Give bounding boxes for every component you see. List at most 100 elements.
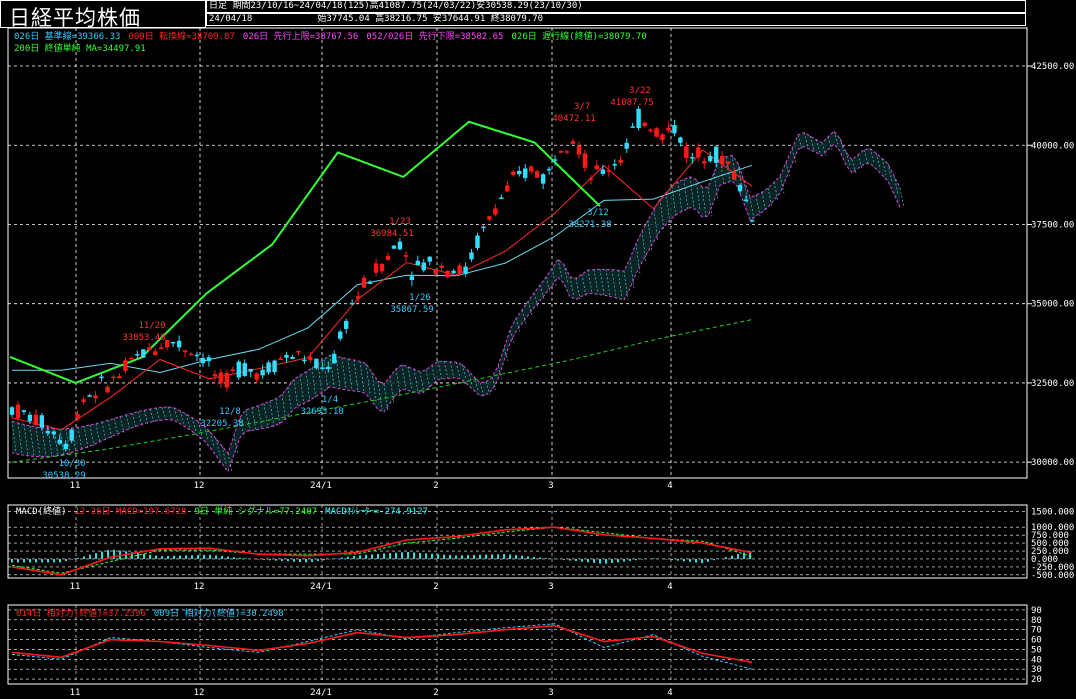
candle-body [552, 159, 558, 161]
cloud-hatch [125, 414, 131, 431]
cloud-hatch [371, 372, 377, 402]
candle-body [469, 252, 474, 260]
cloud-hatch [689, 176, 695, 208]
candle-body [158, 347, 164, 350]
cloud-hatch [275, 398, 281, 426]
candle-body [457, 265, 462, 274]
candle-body [708, 156, 713, 162]
candle-body [63, 443, 68, 450]
cloud-hatch [647, 220, 653, 252]
cloud-hatch [803, 132, 809, 147]
cloud-hatch [455, 362, 461, 378]
candle-body [21, 410, 27, 412]
header-ohlc-row: 24/04/18 始37745.04 高38216.75 安37644.91 終… [206, 13, 1026, 26]
cloud-fill [12, 131, 900, 472]
cloud-hatch [725, 156, 731, 184]
candle-body [81, 399, 86, 403]
candle-body [93, 395, 98, 399]
cloud-hatch [635, 243, 641, 274]
candle-body [487, 216, 492, 220]
candle-body [415, 260, 421, 265]
candle-body [719, 155, 725, 164]
macd-legend-item: 9日 単純 シグナル=77.2407 [194, 505, 317, 517]
macd-time-axis-label: 4 [667, 582, 672, 592]
cloud-hatch [695, 179, 701, 210]
cloud-hatch [341, 357, 347, 390]
bar-type: 日足 [209, 1, 228, 11]
candle-body [737, 185, 743, 192]
candle-body [117, 376, 122, 379]
candle-body [612, 164, 617, 166]
time-axis-label: 3 [548, 481, 553, 491]
rsi-axis-label: 70 [1031, 626, 1042, 636]
chikou-line [9, 120, 601, 384]
cloud-hatch [563, 264, 569, 284]
candle-body [391, 245, 397, 249]
cloud-hatch [599, 269, 605, 295]
candle-body [493, 208, 498, 215]
candle-body [188, 353, 194, 356]
cloud-hatch [527, 301, 533, 316]
candle-body [272, 360, 277, 373]
candle-body [153, 351, 158, 356]
cloud-hatch [569, 276, 575, 297]
cloud-hatch [623, 271, 629, 300]
candle-body [296, 350, 301, 353]
macd-axis-label: 750.000 [1031, 531, 1069, 541]
rsi-time-axis-label: 2 [433, 688, 438, 698]
cloud-hatch [755, 194, 761, 217]
candle-body [302, 359, 307, 362]
candle-body [528, 166, 534, 172]
candle-body [475, 235, 480, 249]
cloud-hatch [899, 187, 905, 208]
candle-body [690, 157, 695, 159]
rsi-axis-label: 40 [1031, 655, 1042, 665]
candle-body [349, 302, 355, 305]
rsi-time-axis-label: 11 [70, 688, 81, 698]
cloud-hatch [137, 411, 143, 426]
candle-body [135, 354, 140, 356]
candle-body [660, 134, 665, 141]
macd-time-axis-label: 24/1 [310, 582, 332, 592]
time-axis-label: 12 [194, 481, 205, 491]
candle-body [15, 404, 21, 419]
candle-body [672, 125, 677, 134]
macd-axis-label: -500.000 [1031, 571, 1074, 581]
candle-body [600, 169, 606, 174]
candle-body [343, 320, 349, 329]
annotation-date: 3/12 [587, 208, 609, 218]
time-axis-label: 4 [667, 481, 672, 491]
cloud-hatch [131, 413, 137, 428]
candle-body [147, 347, 152, 351]
candle-body [278, 358, 283, 360]
cloud-hatch [737, 163, 743, 188]
cloud-hatch [893, 175, 899, 195]
cloud-hatch [611, 269, 617, 297]
macd-axis-label: -250.000 [1031, 563, 1074, 573]
candle-body [248, 369, 253, 372]
candle-body [618, 159, 623, 163]
candle-body [242, 363, 247, 376]
cloud-hatch [389, 376, 395, 404]
macd-time-axis-label: 2 [433, 582, 438, 592]
ichimoku-cloud [11, 130, 905, 473]
candle-body [338, 331, 343, 339]
cloud-hatch [347, 358, 353, 391]
time-axis-label: 11 [70, 481, 81, 491]
cloud-hatch [227, 453, 233, 472]
candle-body [702, 161, 707, 164]
panel-frame-1 [7, 504, 1028, 579]
cloud-hatch [449, 361, 455, 379]
rsi-time-axis-label: 4 [667, 688, 672, 698]
candle-body [141, 349, 146, 358]
cloud-hatch [113, 418, 119, 436]
candle-body [27, 414, 33, 422]
annotation-value: 32693.18 [300, 407, 343, 417]
rsi-axis-label: 90 [1031, 606, 1042, 616]
annotation-date: 12/8 [219, 407, 241, 417]
candle-body [534, 171, 540, 178]
rsi9-line [11, 623, 753, 670]
macd-legend-item: 12-26日 MACD=197.6728 [75, 506, 187, 517]
cloud-hatch [593, 269, 599, 294]
